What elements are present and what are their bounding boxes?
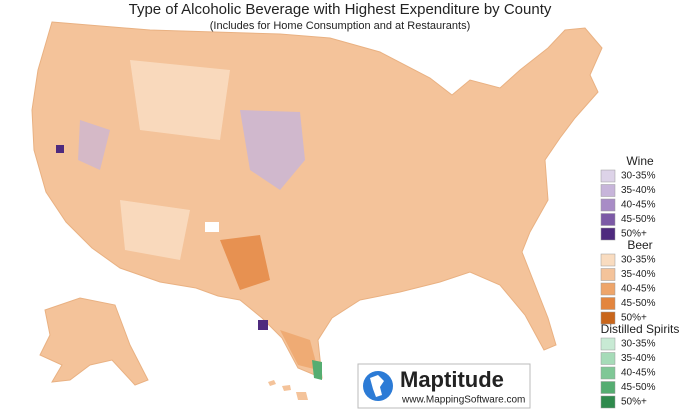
legend-label: 45-50% [621, 382, 656, 393]
legend-swatch [600, 268, 616, 281]
logo: Maptitude www.MappingSoftware.com [357, 363, 531, 409]
logo-globe-land [370, 375, 384, 397]
legend: Wine30-35%35-40%40-45%45-50%50%+Beer30-3… [600, 154, 680, 409]
legend-label: 40-45% [621, 200, 656, 211]
legend-label: 35-40% [621, 185, 656, 196]
hawaii [268, 380, 308, 400]
legend-swatch [600, 297, 616, 310]
legend-label: 30-35% [621, 255, 656, 266]
legend-swatch [600, 352, 616, 365]
legend-swatch [600, 381, 616, 394]
legend-label: 40-45% [621, 368, 656, 379]
wine-county [258, 320, 268, 330]
spirits-region [312, 360, 322, 380]
map-subtitle: (Includes for Home Consumption and at Re… [210, 20, 470, 32]
map-title: Type of Alcoholic Beverage with Highest … [129, 1, 552, 18]
legend-label: 35-40% [621, 269, 656, 280]
legend-swatch [600, 213, 616, 226]
beer-region [130, 60, 230, 140]
wine-county [56, 145, 64, 153]
legend-label: 45-50% [621, 214, 656, 225]
legend-group-title: Wine [626, 154, 654, 168]
legend-label: 30-35% [621, 339, 656, 350]
legend-swatch [600, 395, 616, 409]
legend-label: 45-50% [621, 298, 656, 309]
legend-swatch [600, 311, 616, 325]
legend-swatch [600, 253, 616, 267]
legend-swatch [600, 366, 616, 380]
legend-label: 50%+ [621, 397, 647, 408]
no-data-county [205, 222, 219, 232]
beer-region [280, 330, 318, 370]
wine-region [78, 120, 110, 170]
us-map [31, 21, 603, 400]
legend-label: 50%+ [621, 229, 647, 240]
legend-label: 30-35% [621, 171, 656, 182]
legend-swatch [600, 227, 616, 241]
legend-swatch [600, 198, 616, 212]
logo-url: www.MappingSoftware.com [401, 395, 525, 406]
legend-label: 50%+ [621, 313, 647, 324]
beer-region [120, 200, 190, 260]
alaska [39, 297, 149, 386]
wine-region [240, 110, 305, 190]
legend-group-title: Beer [627, 238, 652, 252]
legend-swatch [600, 337, 616, 351]
logo-name: Maptitude [400, 367, 504, 392]
legend-swatch [600, 282, 616, 296]
beer-region [220, 235, 270, 290]
legend-swatch [600, 184, 616, 197]
legend-label: 40-45% [621, 284, 656, 295]
legend-swatch [600, 169, 616, 183]
legend-group-title: Distilled Spirits [601, 322, 680, 336]
legend-label: 35-40% [621, 353, 656, 364]
